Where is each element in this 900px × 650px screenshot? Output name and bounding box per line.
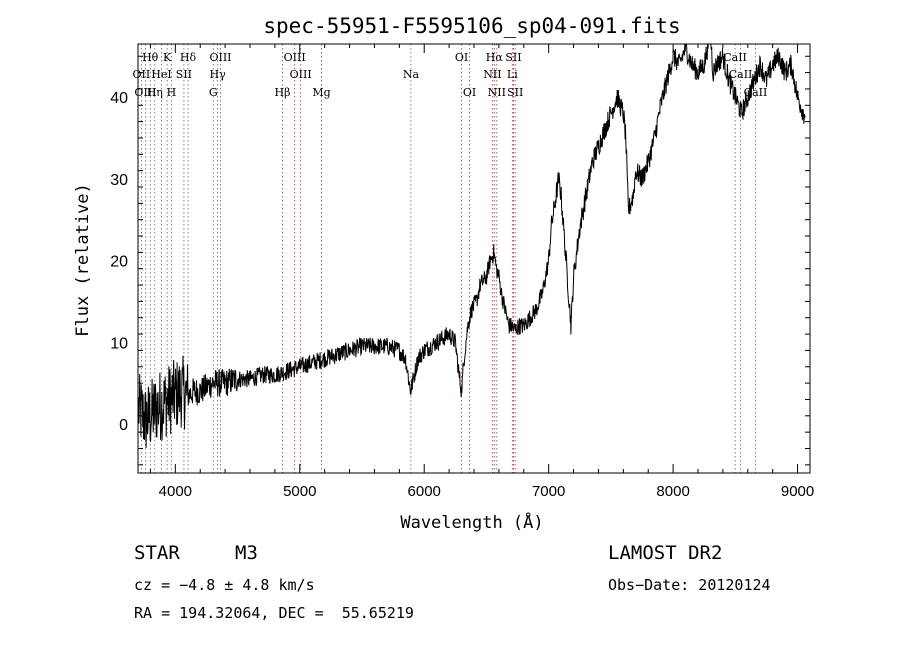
line-label-sii: SII [507, 86, 523, 99]
x-tick-label: 7000 [532, 483, 565, 500]
line-label-k: K [163, 51, 172, 64]
x-axis-label: Wavelength (Å) [400, 511, 543, 533]
x-tick-label: 9000 [781, 483, 814, 500]
line-label-oi: OI [455, 51, 468, 64]
line-label-h: H [167, 86, 177, 99]
y-tick-label: 30 [110, 172, 128, 189]
x-tick-label: 4000 [159, 483, 192, 500]
y-axis: 0 10 20 30 40 [110, 55, 810, 466]
line-label-sii: SII [176, 68, 192, 81]
redshift-text: cz = −4.8 ± 4.8 km/s [134, 576, 315, 594]
spectrum-line [138, 43, 806, 449]
line-label-mg: Mg [312, 86, 330, 99]
y-tick-label: 40 [110, 90, 128, 107]
line-label-oiii: OIII [284, 51, 306, 64]
line-label-hδ: Hδ [180, 51, 197, 64]
x-tick-label: 6000 [408, 483, 441, 500]
line-label-oi: OI [463, 86, 476, 99]
line-label-hβ: Hβ [275, 86, 291, 99]
object-class: STAR [134, 542, 180, 564]
line-label-hα: Hα [486, 51, 504, 64]
y-tick-label: 20 [110, 254, 128, 271]
spectrum-chart: spec-55951-F5595106_sp04-091.fits Hθ K Hδ O… [73, 14, 814, 533]
line-label-sii: SII [505, 51, 521, 64]
line-label-nii: NII [483, 68, 501, 81]
chart-title: spec-55951-F5595106_sp04-091.fits [263, 14, 680, 38]
line-label-caii: CaII [723, 51, 747, 64]
object-subclass: M3 [235, 542, 258, 564]
plot-frame [137, 43, 811, 474]
x-axis: 4000 5000 6000 7000 8000 9000 [149, 44, 814, 500]
line-label-hη: Hη [147, 86, 163, 99]
line-label-oii: OII [133, 68, 151, 81]
y-tick-label: 10 [110, 335, 128, 352]
line-label-nii: NII [488, 86, 506, 99]
survey-label: LAMOST DR2 [608, 542, 723, 564]
line-label-caii: CaII [744, 86, 768, 99]
spectral-line-markers [140, 44, 756, 473]
obs-date-text: Obs−Date: 20120124 [608, 576, 771, 594]
x-tick-label: 5000 [283, 483, 316, 500]
line-label-hei: HeI [151, 68, 171, 81]
line-label-hγ: Hγ [210, 68, 227, 81]
y-axis-label: Flux (relative) [73, 183, 93, 337]
line-label-li: Li [507, 68, 518, 81]
line-label-hθ: Hθ [142, 51, 159, 64]
line-label-caii: CaII [729, 68, 753, 81]
line-label-oiii: OIII [290, 68, 312, 81]
line-label-g: G [209, 86, 218, 99]
line-label-na: Na [403, 68, 420, 81]
line-label-oiii: OIII [209, 51, 231, 64]
y-tick-label: 0 [119, 417, 128, 434]
x-tick-label: 8000 [656, 483, 689, 500]
ra-dec-text: RA = 194.32064, DEC = 55.65219 [134, 604, 414, 622]
